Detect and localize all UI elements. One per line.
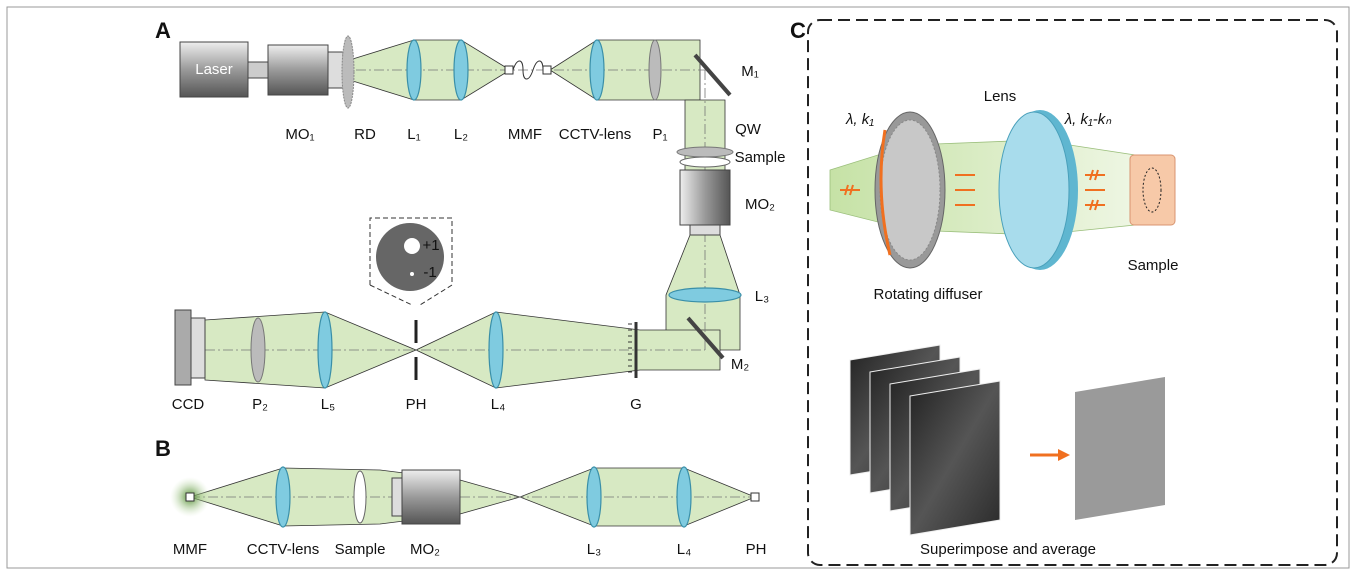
- component-label: PH: [746, 541, 767, 558]
- component-label: CCD: [172, 396, 205, 413]
- component-label: CCTV-lens: [247, 541, 320, 558]
- panel-b-labels: MMF CCTV-lens Sample MO₂ L₃ L₄ PH: [173, 541, 767, 558]
- figure: A Laser MO₁ RD L₁ L₂ MMF CCTV-lens P₁ M₁…: [0, 0, 1356, 575]
- component-label: Sample: [735, 149, 786, 166]
- component-label: Laser: [195, 61, 233, 78]
- component-label: L₄: [677, 541, 691, 558]
- component-label: M₂: [731, 356, 749, 373]
- order-label: +1: [422, 237, 439, 254]
- component-label: L₅: [321, 396, 335, 413]
- component-label: L₃: [755, 288, 769, 305]
- component-label: Lens: [984, 88, 1017, 105]
- component-label: Rotating diffuser: [874, 286, 983, 303]
- caption: Superimpose and average: [920, 541, 1096, 558]
- annotation: λ, k₁: [845, 111, 874, 128]
- component-label: M₁: [741, 63, 759, 80]
- panel-label: A: [155, 18, 171, 43]
- annotation: λ, k₁-kₙ: [1064, 111, 1112, 128]
- component-label: RD: [354, 126, 376, 143]
- component-label: MMF: [173, 541, 207, 558]
- component-label: L₁: [407, 126, 420, 143]
- component-label: MO₂: [410, 541, 440, 558]
- component-label: L₂: [454, 126, 468, 143]
- panel-b-drawing: [170, 467, 759, 527]
- component-label: Sample: [1128, 257, 1179, 274]
- order-label: -1: [423, 264, 436, 281]
- panel-label: B: [155, 436, 171, 461]
- component-label: Sample: [335, 541, 386, 558]
- component-label: P₂: [252, 396, 268, 413]
- component-label: G: [630, 396, 642, 413]
- component-label: PH: [406, 396, 427, 413]
- component-label: CCTV-lens: [559, 126, 632, 143]
- panel-a-drawing: [175, 36, 741, 388]
- component-label: L₃: [587, 541, 601, 558]
- component-label: MMF: [508, 126, 542, 143]
- component-label: P₁: [652, 126, 667, 143]
- component-label: MO₁: [285, 126, 314, 143]
- component-label: QW: [735, 121, 762, 138]
- panel-label: C: [790, 18, 806, 43]
- component-label: MO₂: [745, 196, 775, 213]
- component-label: L₄: [491, 396, 505, 413]
